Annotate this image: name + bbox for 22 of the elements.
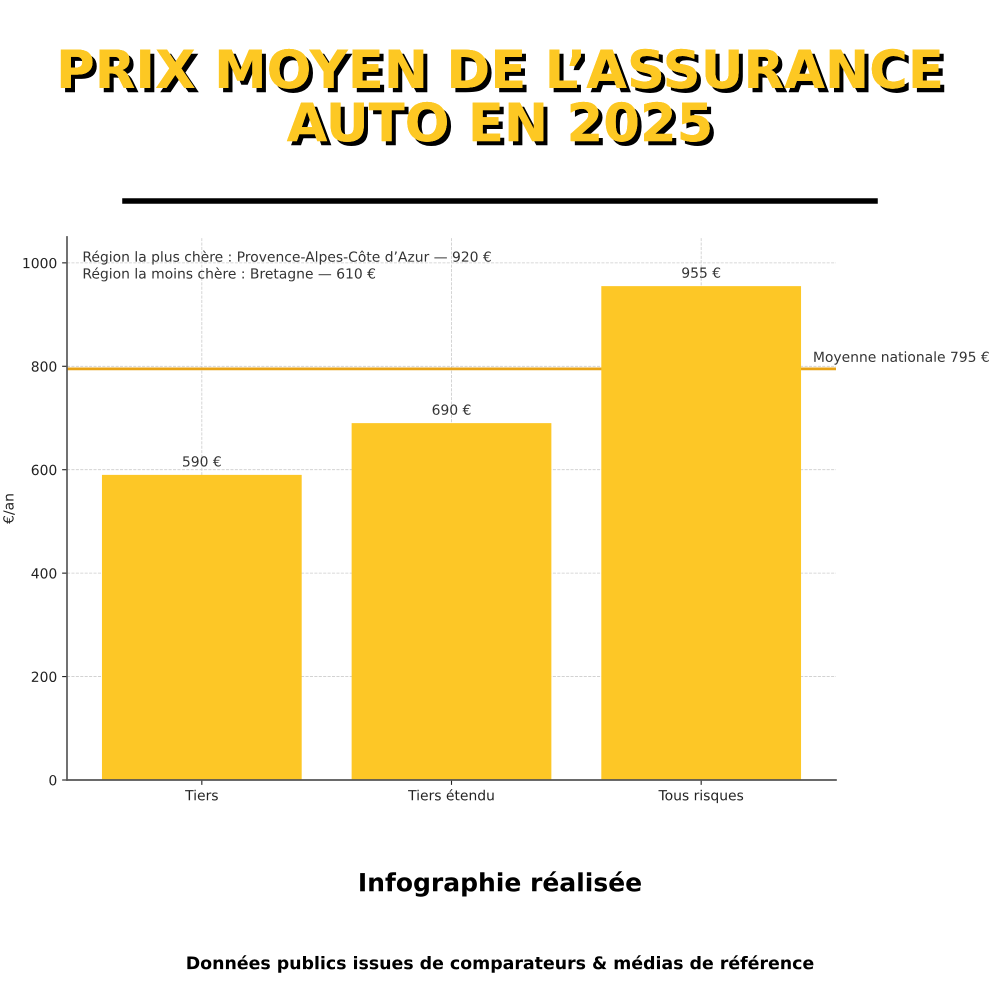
data-label: 690 € — [432, 404, 470, 415]
y-tick-label: 600 — [32, 464, 56, 476]
y-tick-label: 400 — [31, 568, 56, 579]
y-tick-label: 200 — [32, 672, 56, 682]
chart-title: PRIX MOYEN DE L’ASSURANCE AUTO EN 2025 — [60, 48, 944, 146]
annotation: Région la plus chère : Provence-Alpes-Côte d’Azur — 920 € — [84, 250, 491, 265]
data-label: 590 € — [183, 456, 221, 467]
x-tick-label: Tous risques — [658, 790, 744, 804]
bar — [601, 286, 802, 780]
bar — [352, 423, 552, 780]
text: Données publics issues de comparateurs & médias de référence — [187, 955, 814, 973]
annotation: Région la moins chère : Bretagne — 610 € — [84, 267, 376, 282]
ref-line-label: Moyenne nationale 795 € — [814, 351, 989, 365]
data-label: 955 € — [682, 267, 720, 278]
text: Infographie réalisée — [360, 871, 641, 897]
y-tick-label: 800 — [32, 361, 56, 372]
y-axis-title: €/an — [3, 494, 15, 524]
bar — [102, 474, 302, 780]
y-tick-label: 1000 — [23, 258, 56, 268]
x-tick-label: Tiers étendu — [408, 789, 494, 800]
x-tick-label: Tiers — [185, 790, 218, 800]
y-tick-label: 0 — [49, 774, 56, 786]
